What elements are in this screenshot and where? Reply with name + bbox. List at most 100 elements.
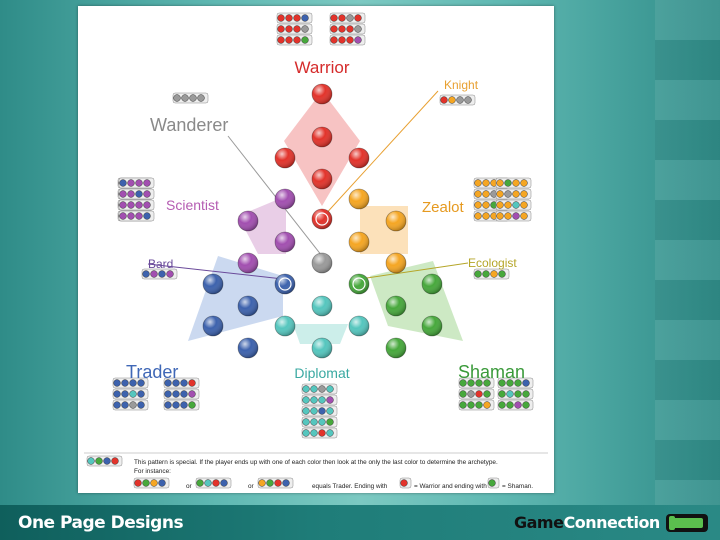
pattern-shaman-b-dot	[506, 401, 514, 409]
pattern-diplomat-dot	[318, 418, 326, 426]
pattern-zealot-a-dot	[474, 190, 482, 198]
pattern-trader-a-dot	[129, 379, 137, 387]
pattern-trader-b-dot	[164, 401, 172, 409]
pattern-legend-c-dot	[282, 479, 290, 487]
ball-1-shine	[312, 127, 332, 147]
pattern-shaman-a-dot	[483, 390, 491, 398]
pattern-ecologist-dot	[474, 270, 482, 278]
pattern-trader-a-dot	[137, 379, 145, 387]
pattern-ecologist	[473, 268, 510, 280]
pattern-knight-dot	[464, 96, 472, 104]
pattern-warrior-b-dot	[330, 25, 338, 33]
pattern-trader-a-dot	[137, 401, 145, 409]
label-diplomat: Diplomat	[294, 365, 349, 381]
pattern-scientist-b-dot	[119, 190, 127, 198]
pattern-scientist-b-dot	[119, 212, 127, 220]
pattern-shaman-b-dot	[506, 379, 514, 387]
pattern-shaman-a-dot	[475, 390, 483, 398]
pattern-zealot-b-dot	[512, 212, 520, 220]
pattern-legend-b-dot	[220, 479, 228, 487]
pattern-trader-b-dot	[180, 379, 188, 387]
pattern-ecologist-dot	[490, 270, 498, 278]
pattern-wanderer-dot	[173, 94, 181, 102]
pattern-shaman-a	[458, 377, 495, 411]
ball-17-shine	[203, 274, 223, 294]
side-decoration	[655, 0, 720, 505]
pattern-bard-dot	[158, 270, 166, 278]
pattern-shaman-b-dot	[514, 401, 522, 409]
pattern-bard-dot	[150, 270, 158, 278]
pattern-warrior-a-dot	[293, 25, 301, 33]
pattern-warrior-a-dot	[277, 14, 285, 22]
pattern-diplomat-dot	[326, 418, 334, 426]
label-wanderer: Wanderer	[150, 115, 228, 135]
game-connection-logo-icon	[666, 514, 708, 532]
pattern-zealot-b-dot	[496, 201, 504, 209]
pattern-shaman-b-dot	[506, 390, 514, 398]
pattern-zealot-b	[495, 177, 532, 222]
pattern-warrior-b-dot	[354, 25, 362, 33]
ball-11-shine	[238, 211, 258, 231]
legend-or-2: or	[248, 483, 255, 490]
shaman-region	[370, 261, 463, 341]
pattern-warrior-a-dot	[301, 14, 309, 22]
label-knight: Knight	[444, 78, 479, 92]
pattern-warrior-b-dot	[338, 25, 346, 33]
pattern-zealot-b-dot	[504, 212, 512, 220]
pattern-scientist-b-dot	[127, 179, 135, 187]
pattern-shaman-a-dot	[459, 401, 467, 409]
pattern-shaman-a-dot	[467, 379, 475, 387]
pattern-ecologist-dot	[498, 270, 506, 278]
pattern-knight-dot	[456, 96, 464, 104]
pattern-legend-special	[86, 455, 123, 467]
ball-28-shine	[386, 338, 406, 358]
pattern-scientist-b-dot	[127, 190, 135, 198]
ball-6-shine	[349, 189, 369, 209]
ball-7-shine	[386, 211, 406, 231]
pattern-shaman-a-dot	[475, 379, 483, 387]
pattern-trader-a-dot	[113, 401, 121, 409]
pattern-wanderer	[172, 92, 209, 104]
pattern-trader-b-dot	[164, 390, 172, 398]
pattern-shaman-b-dot	[498, 379, 506, 387]
pattern-scientist-b-dot	[135, 190, 143, 198]
legend-warrior-part: = Warrior and ending with	[414, 483, 487, 490]
pattern-legend-c	[257, 477, 294, 489]
label-ecologist: Ecologist	[468, 256, 517, 270]
pattern-trader-a-dot	[121, 379, 129, 387]
pattern-warrior-b-dot	[338, 36, 346, 44]
label-zealot: Zealot	[422, 199, 465, 216]
pattern-diplomat	[301, 383, 338, 439]
pattern-legend-a-dot	[150, 479, 158, 487]
pattern-diplomat-dot	[302, 407, 310, 415]
pattern-diplomat-dot	[318, 407, 326, 415]
ball-16-shine	[238, 296, 258, 316]
ball-18-shine	[203, 316, 223, 336]
ball-26-shine	[422, 274, 442, 294]
pattern-trader-b-dot	[188, 379, 196, 387]
pattern-wanderer-dot	[197, 94, 205, 102]
ball-27-shine	[422, 316, 442, 336]
legend-line1: This pattern is special. If the player e…	[134, 459, 498, 466]
pattern-scientist-b-dot	[127, 201, 135, 209]
pattern-wanderer-dot	[189, 94, 197, 102]
pattern-warrior-b-dot	[330, 14, 338, 22]
pattern-legend-warrior-dot	[400, 479, 408, 487]
pattern-trader-a-dot	[129, 401, 137, 409]
pattern-trader-a-dot	[121, 401, 129, 409]
ball-2-shine	[275, 148, 295, 168]
pattern-zealot-a-dot	[474, 179, 482, 187]
pattern-legend-special-dot	[95, 457, 103, 465]
pattern-shaman-a-dot	[475, 401, 483, 409]
pattern-trader-b	[163, 377, 200, 411]
pattern-scientist-b-dot	[135, 201, 143, 209]
bard-line	[147, 263, 284, 280]
ecologist-line	[359, 262, 469, 280]
pattern-legend-b-dot	[196, 479, 204, 487]
footer-brand-left: One Page Designs	[18, 513, 184, 533]
ball-9-shine	[386, 253, 406, 273]
label-warrior: Warrior	[294, 58, 349, 77]
pattern-zealot-b-dot	[504, 201, 512, 209]
ball-8-shine	[349, 232, 369, 252]
pattern-zealot-a-dot	[482, 190, 490, 198]
